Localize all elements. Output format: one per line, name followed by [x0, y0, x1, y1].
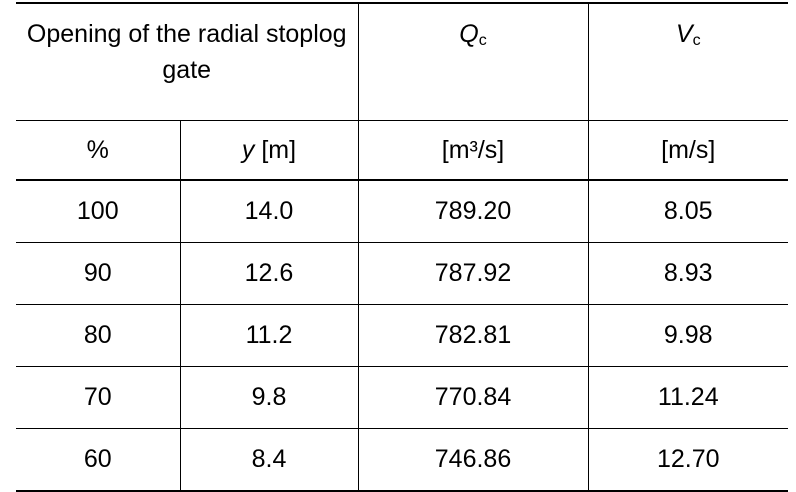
header-symbol: V — [675, 20, 693, 48]
unit-cell: y [m] — [179, 120, 358, 181]
unit-cell: % — [16, 120, 180, 181]
unit-symbol: y — [241, 135, 255, 164]
data-row: 90 12.6 787.92 8.93 — [16, 242, 788, 305]
data-row: 60 8.4 746.86 12.70 — [16, 428, 788, 492]
unit-text: % — [86, 135, 109, 164]
data-cell: 90 — [16, 242, 180, 305]
header-cell: Vc — [587, 2, 788, 121]
data-cell: 8.93 — [587, 242, 788, 305]
data-row: 80 11.2 782.81 9.98 — [16, 304, 788, 367]
header-subscript: c — [478, 32, 487, 49]
data-cell: 8.4 — [179, 428, 358, 492]
data-cell: 770.84 — [357, 366, 588, 429]
header-cell: Qc — [357, 2, 588, 121]
unit-text: [m³/s] — [441, 135, 505, 164]
data-cell: 11.2 — [179, 304, 358, 367]
data-cell: 9.98 — [587, 304, 788, 367]
data-cell: 14.0 — [179, 179, 358, 243]
data-cell: 80 — [16, 304, 180, 367]
data-cell: 11.24 — [587, 366, 788, 429]
data-cell: 12.70 — [587, 428, 788, 492]
unit-row: % y [m] [m³/s] [m/s] — [16, 120, 788, 181]
data-cell: 12.6 — [179, 242, 358, 305]
data-cell: 782.81 — [357, 304, 588, 367]
data-cell: 9.8 — [179, 366, 358, 429]
header-subscript: c — [692, 32, 701, 49]
unit-cell: [m³/s] — [357, 120, 588, 181]
unit-cell: [m/s] — [587, 120, 788, 181]
header-symbol: Q — [459, 20, 479, 48]
data-cell: 60 — [16, 428, 180, 492]
data-cell: 787.92 — [357, 242, 588, 305]
data-cell: 100 — [16, 179, 180, 243]
data-row: 70 9.8 770.84 11.24 — [16, 366, 788, 429]
data-table: Opening of the radial stoplog gate Qc Vc… — [16, 2, 788, 492]
header-cell: Opening of the radial stoplog gate — [16, 2, 358, 121]
unit-text: [m/s] — [661, 135, 716, 164]
data-cell: 789.20 — [357, 179, 588, 243]
header-row: Opening of the radial stoplog gate Qc Vc — [16, 2, 788, 121]
header-text: Opening of the radial stoplog gate — [26, 20, 347, 84]
data-row: 100 14.0 789.20 8.05 — [16, 179, 788, 243]
data-cell: 746.86 — [357, 428, 588, 492]
table-body: 100 14.0 789.20 8.05 90 12.6 787.92 8.93 80 11.2 7… — [16, 179, 788, 492]
data-cell: 8.05 — [587, 179, 788, 243]
data-cell: 70 — [16, 366, 180, 429]
unit-text: [m] — [261, 135, 297, 164]
